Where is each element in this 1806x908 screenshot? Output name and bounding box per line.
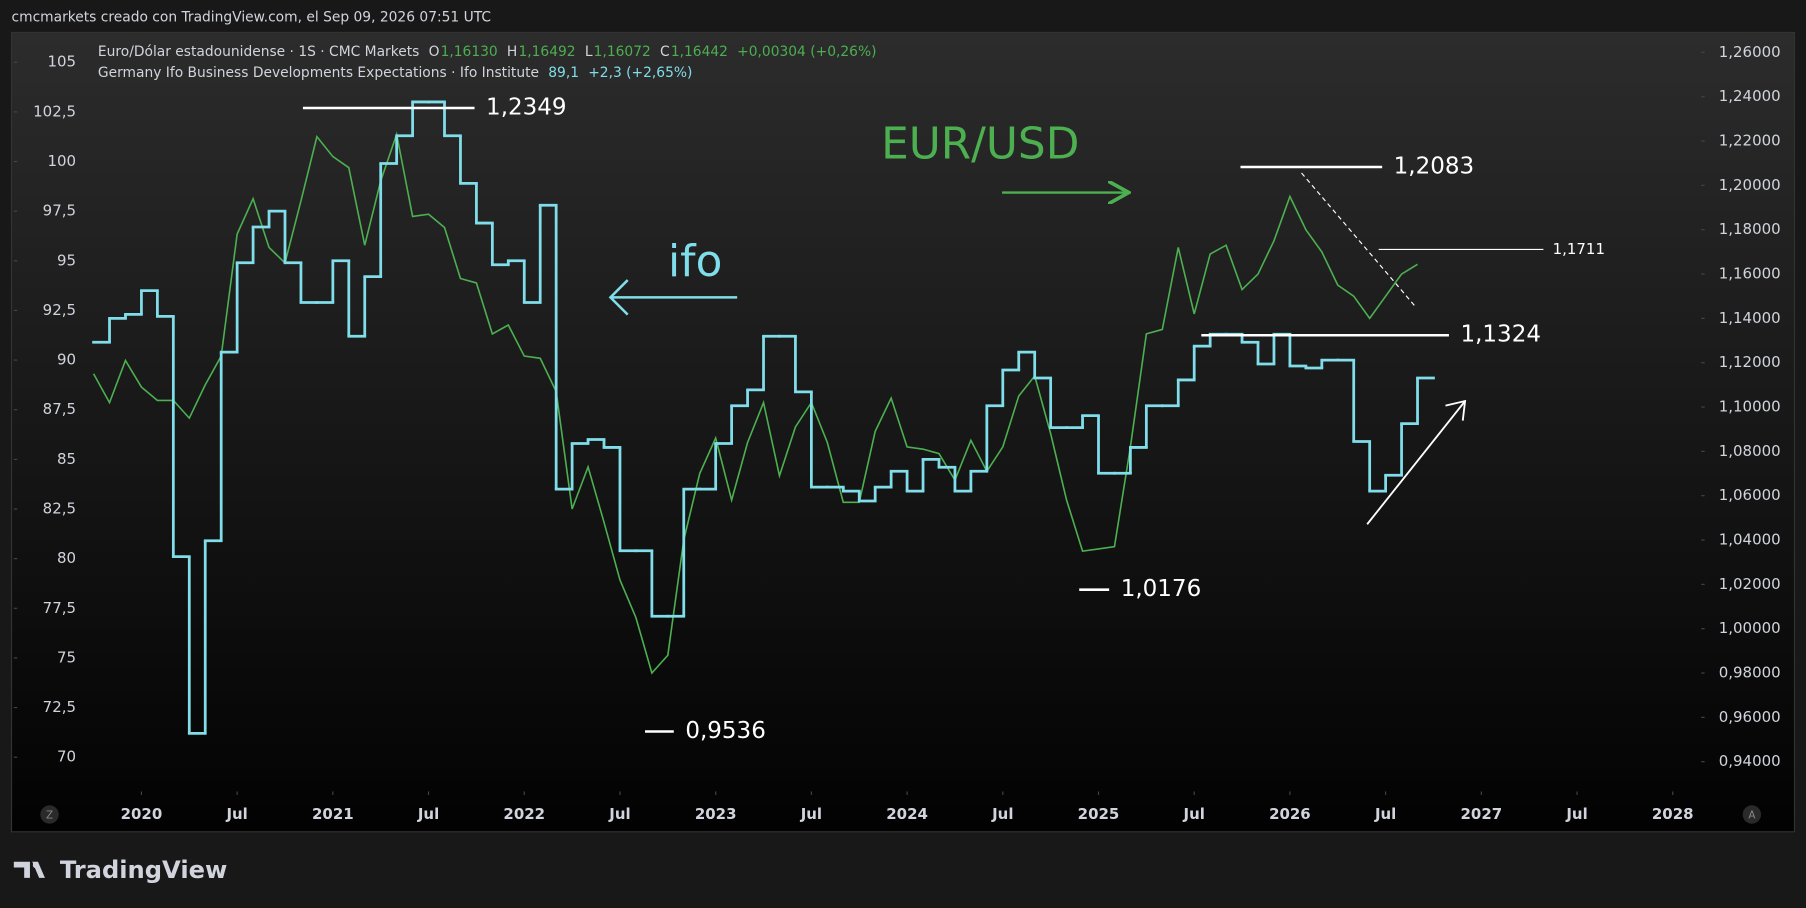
y2-tick-label: 1,26000 [1719, 43, 1781, 61]
x-tick-label: Jul [225, 805, 247, 823]
legend-value: L [585, 44, 593, 60]
axis-button [1742, 805, 1762, 824]
y-tick-label: 92,5 [43, 301, 76, 319]
footer-logo [13, 861, 45, 878]
x-tick-label: Jul [417, 805, 439, 823]
y-tick-label: 82,5 [43, 499, 76, 517]
x-tick-label: Jul [800, 805, 822, 823]
y-tick-label: 77,5 [43, 599, 76, 617]
header: cmcmarkets creado con TradingView.com, e… [12, 9, 491, 25]
y2-tick-label: 0,94000 [1719, 752, 1781, 770]
legend-value: 1,16130 [441, 44, 498, 60]
x-tick-label: 2022 [503, 805, 545, 823]
legend-value: C [660, 44, 670, 60]
x-tick-label: 2021 [312, 805, 354, 823]
y2-tick-label: 1,08000 [1719, 442, 1781, 460]
x-tick-label: Jul [1374, 805, 1396, 823]
y2-tick-label: 1,20000 [1719, 176, 1781, 194]
x-tick-label: 2027 [1460, 805, 1502, 823]
y2-tick-label: 1,00000 [1719, 619, 1781, 637]
legend-value: 1,16442 [671, 44, 728, 60]
level-label: 1,0176 [1121, 576, 1202, 602]
y-tick-label: 90 [57, 351, 76, 369]
y-tick-label: 72,5 [43, 698, 76, 716]
level-label: 0,9536 [685, 718, 766, 744]
legend-value: 89,1 [548, 65, 579, 81]
footer-brand: TradingView [60, 856, 227, 884]
axis-button-label: Z [46, 810, 53, 822]
x-tick-label: Jul [1183, 805, 1205, 823]
y2-tick-label: 1,02000 [1719, 575, 1781, 593]
x-tick-label: Jul [991, 805, 1013, 823]
y2-tick-label: 1,14000 [1719, 309, 1781, 327]
legend-value: H [507, 44, 517, 60]
y2-tick-label: 0,96000 [1719, 708, 1781, 726]
y-tick-label: 95 [57, 251, 76, 269]
y-tick-label: 85 [57, 450, 76, 468]
legend-entry: Germany Ifo Business Developments Expect… [98, 65, 693, 81]
eurusd-title: EUR/USD [881, 118, 1079, 169]
x-tick-label: 2020 [121, 805, 163, 823]
y2-tick-label: 1,04000 [1719, 531, 1781, 549]
level-label: 1,1711 [1553, 240, 1605, 258]
x-tick-label: Jul [608, 805, 630, 823]
x-tick-label: 2024 [886, 805, 928, 823]
arrow-up [1366, 399, 1467, 525]
legend-value: 1,16072 [594, 44, 651, 60]
y-tick-label: 97,5 [43, 202, 76, 220]
ifo-step-risers [108, 101, 1419, 734]
eurusd-line [92, 131, 1418, 675]
y-tick-label: 70 [57, 748, 76, 766]
legend-value: O [429, 44, 440, 60]
y2-tick-label: 0,98000 [1719, 664, 1781, 682]
arrow-ifo [608, 279, 738, 316]
legend-name: Euro/Dólar estadounidense · 1S · CMC Mar… [98, 44, 419, 60]
legend-value: +0,00304 (+0,26%) [737, 44, 876, 60]
y2-tick-label: 1,22000 [1719, 132, 1781, 150]
y-tick-label: 102,5 [33, 102, 76, 120]
x-tick-label: 2025 [1078, 805, 1120, 823]
y-tick-label: 75 [57, 648, 76, 666]
y-tick-label: 80 [57, 549, 76, 567]
axis-button-label: A [1748, 810, 1755, 822]
y-tick-label: 105 [47, 53, 76, 71]
y2-tick-label: 1,16000 [1719, 265, 1781, 283]
y2-tick-label: 1,18000 [1719, 220, 1781, 238]
y2-tick-label: 1,06000 [1719, 486, 1781, 504]
legend-value: 1,16492 [518, 44, 575, 60]
ifo-title: ifo [668, 236, 722, 287]
x-tick-label: 2026 [1269, 805, 1311, 823]
axis-button [40, 805, 59, 824]
y-tick-label: 87,5 [43, 400, 76, 418]
level-label: 1,2083 [1394, 153, 1475, 179]
legend-entry: Euro/Dólar estadounidense · 1S · CMC Mar… [98, 44, 877, 60]
y2-tick-label: 1,12000 [1719, 353, 1781, 371]
x-tick-label: Jul [1565, 805, 1587, 823]
y2-tick-label: 1,10000 [1719, 398, 1781, 416]
legend-name: Germany Ifo Business Developments Expect… [98, 65, 539, 81]
logo-dot [32, 862, 39, 869]
y-tick-label: 100 [47, 152, 76, 170]
x-tick-label: 2023 [695, 805, 737, 823]
y2-tick-label: 1,24000 [1719, 87, 1781, 105]
level-label: 1,1324 [1460, 322, 1541, 348]
level-label: 1,2349 [486, 95, 567, 121]
x-tick-label: 2028 [1652, 805, 1694, 823]
legend-value: +2,3 (+2,65%) [588, 65, 692, 81]
